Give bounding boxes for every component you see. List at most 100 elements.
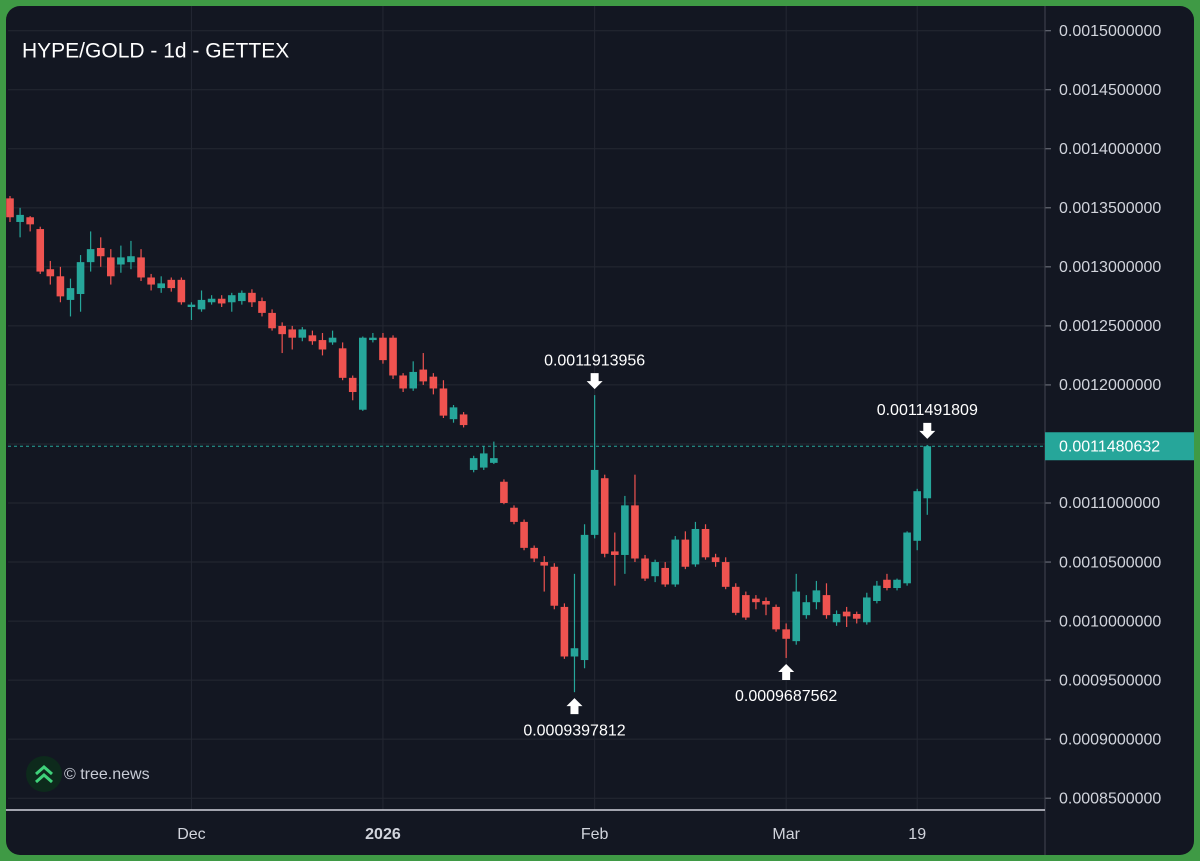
y-tick-label: 0.0014500000: [1059, 82, 1161, 99]
candle-body: [752, 598, 760, 603]
watermark-logo-chevrons: [35, 765, 53, 784]
candle-body: [318, 340, 327, 350]
candle-body: [631, 505, 639, 559]
candle-body: [227, 295, 236, 303]
x-tick-label: 19: [908, 826, 926, 843]
candle-body: [449, 407, 458, 420]
candle-body: [621, 505, 629, 555]
candle-body: [197, 299, 206, 310]
candle-body: [6, 198, 14, 218]
candle-body: [802, 602, 811, 616]
candle-body: [258, 301, 266, 313]
candle-body: [721, 562, 730, 587]
candle-body: [842, 611, 851, 617]
candle-body: [217, 298, 226, 304]
candle-body: [832, 613, 841, 623]
candle-body: [268, 312, 276, 329]
candle-body: [913, 491, 921, 541]
y-tick-label: 0.0011000000: [1059, 495, 1160, 512]
chart-title: HYPE/GOLD - 1d - GETTEX: [22, 40, 289, 63]
watermark: © tree.news: [26, 756, 150, 792]
candle-body: [661, 567, 669, 585]
candle-body: [923, 446, 932, 499]
chart: HYPE/GOLD - 1d - GETTEX © tree.news 0.00…: [6, 6, 1194, 855]
candle-body: [348, 377, 357, 393]
candle-body: [238, 292, 246, 302]
candle-body: [107, 257, 115, 277]
y-tick-label: 0.0015000000: [1059, 23, 1161, 40]
y-tick-label: 0.0009500000: [1059, 672, 1161, 689]
x-tick-label: Mar: [772, 826, 800, 843]
candle-body: [288, 329, 297, 338]
candle-body: [580, 534, 589, 661]
annotation-label: 0.0011913956: [544, 352, 645, 369]
candle-body: [671, 539, 680, 585]
candle-body: [308, 335, 317, 342]
candle-body: [127, 256, 135, 263]
candle-body: [822, 595, 831, 616]
candle-body: [893, 579, 901, 589]
candle-body: [742, 595, 750, 618]
watermark-text: © tree.news: [64, 766, 150, 783]
candle-body: [691, 528, 700, 565]
candle-body: [207, 298, 216, 303]
candle-body: [389, 337, 397, 376]
candle-body: [711, 557, 720, 563]
y-tick-label: 0.0009000000: [1059, 731, 1161, 748]
last-price-box: [1045, 432, 1194, 461]
last-price-label: 0.0011480632: [1059, 438, 1160, 455]
y-tick-label: 0.0014000000: [1059, 141, 1161, 158]
candle-body: [16, 214, 24, 222]
annotation-label: 0.0009687562: [735, 688, 837, 705]
y-tick-label: 0.0013000000: [1059, 259, 1161, 276]
candle-body: [560, 606, 569, 657]
annotation-arrow: [586, 373, 603, 390]
x-tick-label: Dec: [177, 826, 205, 843]
candle-body: [167, 279, 176, 289]
y-tick-label: 0.0012000000: [1059, 377, 1161, 394]
candle-body: [248, 292, 256, 303]
candle-body: [298, 329, 307, 338]
candle-body: [399, 375, 407, 389]
candle-body: [540, 562, 549, 566]
candle-body: [530, 547, 538, 559]
candle-body: [76, 262, 85, 295]
candle-body: [147, 277, 155, 285]
x-tick-label: 2026: [365, 826, 401, 843]
y-tick-label: 0.0010000000: [1059, 613, 1161, 630]
candle-body: [177, 279, 186, 303]
y-tick-label: 0.0013500000: [1059, 200, 1161, 217]
annotation-arrow: [566, 698, 583, 715]
candle-body: [701, 528, 710, 558]
candle-body: [852, 613, 861, 619]
candle-body: [46, 269, 55, 277]
candle-body: [550, 566, 559, 606]
candle-body: [611, 551, 619, 555]
candle-body: [812, 590, 821, 603]
candle-body: [762, 601, 770, 605]
candle-body: [782, 629, 790, 639]
candle-body: [792, 591, 801, 642]
candle-body: [510, 507, 518, 522]
candle-body: [863, 597, 871, 623]
candle-body: [369, 337, 377, 341]
candle-body: [903, 532, 911, 584]
candle-body: [459, 414, 468, 426]
candle-body: [66, 288, 75, 300]
candle-body: [338, 348, 347, 378]
candle-body: [590, 469, 599, 535]
candle-body: [96, 247, 105, 257]
candle-body: [419, 369, 428, 382]
candle-body: [651, 562, 659, 577]
candle-body: [681, 539, 690, 567]
candle-body: [117, 257, 125, 265]
candle-body: [379, 337, 387, 361]
candle-body: [36, 229, 45, 272]
annotation-label: 0.0009397812: [523, 722, 625, 739]
candle-body: [570, 648, 579, 657]
candle-body: [26, 217, 34, 225]
candle-body: [137, 257, 145, 278]
candle-body: [520, 521, 528, 548]
candle-body: [641, 558, 649, 579]
